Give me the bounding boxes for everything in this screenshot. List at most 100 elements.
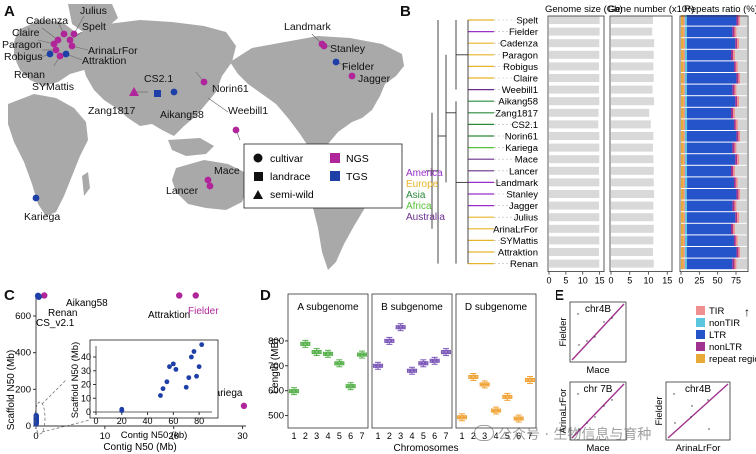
d-jitter [294,390,297,393]
d-jitter [313,352,316,355]
e-noise-dot [578,428,580,430]
genome-size-bar [549,259,600,268]
repeat-segment-repeat [681,177,684,188]
c-inset-xlabel: Contig N50 (kb) [121,430,188,441]
d-chrom-label: 1 [375,431,380,441]
gene-number-bar [611,224,654,233]
repeat-segment-nonltr [730,49,734,61]
repeat-segment-rest [736,200,747,212]
axis-tick-label: 15 [662,276,672,286]
repeat-segment-ltr [687,177,734,188]
accession-label: Stanley [506,190,538,201]
d-jitter [443,352,446,355]
phylogenetic-tree [426,19,538,265]
panel-c-n50-scatter: C Scaffold N50 (Mb) Contig N50 (Mb) 0 10 2… [4,287,248,453]
d-jitter [508,396,511,399]
repeat-segment-repeat [681,223,684,235]
repeat-segment-rest [739,212,747,223]
c-point-cluster [33,412,39,418]
arrow-up-icon: ↑ [744,305,750,319]
c-inset-point [173,366,179,372]
accession-label: Renan [510,259,538,270]
accession-label: Mace [515,155,538,166]
c-inset-y-tick-label: 30 [81,366,91,376]
genome-size-bar [549,132,600,140]
point-kariega [32,194,40,202]
point-fielder [332,58,340,66]
accession-label: Landmark [496,178,538,189]
c-inset-point [199,342,205,348]
e-dotplot-ylabel: Fielder [558,317,569,346]
repeat-segment-nonltr [735,38,738,49]
d-chrom-label: 1 [459,431,464,441]
panel-b-genome-summary: B SpeltFielderCadenzaParagonRobigusClair… [400,3,756,286]
region-legend-europe: Europe [406,179,439,190]
axis-tick-label: 0 [608,276,613,286]
repeat-segment-repeat [681,165,684,177]
accession-label: Zang1817 [495,108,538,119]
c-inset-point [186,375,192,381]
axis-tick-label: 10 [643,276,653,286]
d-jitter [317,349,320,352]
repeat-segment-rest [740,73,747,84]
repeat-segment-nontir [684,61,688,72]
point-renan [46,50,54,58]
repeat-segment-ltr [687,235,734,246]
repeat-segment-tir [734,26,737,38]
d-jitter [412,368,415,371]
c-inset-points [119,342,205,414]
accession-label: Norin61 [505,132,538,143]
gene-number-bar [611,190,655,198]
watermark: 公众号 · 生物信息与育种 [474,424,651,444]
e-noise-dot [690,416,692,418]
label-spelt: Spelt [82,21,106,33]
repeat-segment-nontir [685,96,687,107]
d-jitter [362,353,365,357]
d-chrom-label: 2 [303,431,308,441]
e-noise-dot [603,405,605,407]
legend-semiwild-icon [253,190,263,199]
label-mace: Mace [214,165,240,177]
gene-number-bar [611,27,653,36]
c-inset-axes: 0 20 40 60 80 0 10 20 30 40 [81,346,212,426]
e-plots: chr4B Fielder Mace chr 7B ArinaLrFor Mace chr4… [558,301,731,454]
label-cs21: CS2.1 [144,73,173,85]
label-renan: Renan [14,69,45,81]
d-jitter [420,361,423,364]
e-dotplot-title: chr4B [685,384,711,395]
c-y-tick-label: 200 [15,384,31,395]
genome-size-bar [549,120,599,129]
d-jitter [485,382,488,385]
d-jitter [340,360,343,364]
repeat-segment-repeat [681,131,684,142]
d-y-tick-label: 700 [268,361,284,372]
d-jitter [409,369,412,372]
accession-label: Cadenza [500,39,539,50]
repeat-segment-nonltr [733,235,736,246]
d-facet-title: D subgenome [465,302,528,313]
d-jitter [424,362,427,365]
repeat-segment-nontir [684,247,687,258]
repeat-segment-tir [737,96,740,107]
c-y-tick-label: 600 [15,311,31,322]
repeat-segment-tir [683,73,685,84]
repeat-segment-tir [738,247,741,258]
repeat-segment-repeat [681,258,684,270]
c-y-tick-label: 400 [15,348,31,359]
region-legend-asia: Asia [406,190,426,201]
label-jagger: Jagger [358,73,391,85]
repeat-segment-repeat [681,84,684,96]
repeat-segment-ltr [686,73,737,84]
d-jitter [351,383,354,387]
d-jitter [325,353,328,357]
d-jitter [375,364,378,367]
d-jitter [459,415,462,418]
genome-size-bar [549,143,600,152]
repeat-segment-repeat [681,142,684,154]
repeat-segment-rest [739,154,747,165]
repeat-segment-nonltr [732,200,735,212]
repeat-segment-tir [683,142,685,154]
genome-size-bar [549,85,599,94]
